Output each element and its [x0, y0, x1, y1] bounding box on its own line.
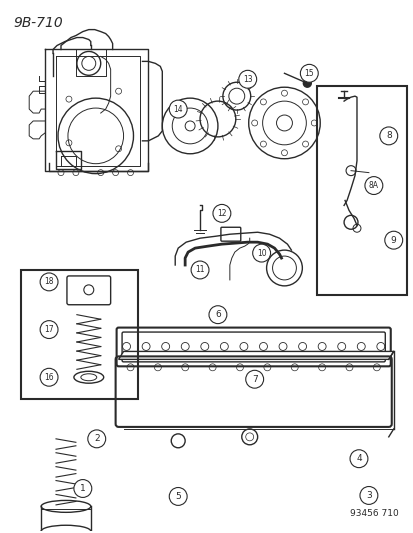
Text: 3: 3 [365, 491, 371, 500]
Circle shape [252, 244, 270, 262]
Circle shape [379, 127, 397, 145]
Bar [21, 270, 138, 399]
Text: 93456 710: 93456 710 [349, 510, 398, 518]
Polygon shape [118, 351, 393, 359]
Text: 8: 8 [385, 131, 391, 140]
Text: 12: 12 [217, 209, 226, 218]
Circle shape [300, 64, 318, 82]
Circle shape [40, 321, 58, 338]
Circle shape [169, 488, 187, 505]
Circle shape [209, 306, 226, 324]
Circle shape [245, 370, 263, 388]
Circle shape [384, 231, 402, 249]
Circle shape [238, 70, 256, 88]
Bar [316, 86, 406, 295]
Circle shape [88, 430, 105, 448]
Text: 10: 10 [256, 248, 266, 257]
Text: 15: 15 [304, 69, 313, 78]
Circle shape [212, 205, 230, 222]
Text: 5: 5 [175, 492, 180, 501]
Circle shape [191, 261, 209, 279]
Text: 9: 9 [390, 236, 396, 245]
Circle shape [364, 176, 382, 195]
Circle shape [40, 273, 58, 291]
Text: 18: 18 [44, 277, 54, 286]
Circle shape [40, 368, 58, 386]
Circle shape [349, 450, 367, 467]
Text: 8A: 8A [368, 181, 378, 190]
Circle shape [169, 100, 187, 118]
Text: 6: 6 [214, 310, 220, 319]
Text: 17: 17 [44, 325, 54, 334]
Text: 11: 11 [195, 265, 204, 274]
Text: 2: 2 [94, 434, 99, 443]
Circle shape [303, 79, 311, 87]
Circle shape [359, 487, 377, 504]
Text: 1: 1 [80, 484, 85, 493]
Text: 13: 13 [242, 75, 252, 84]
Text: 14: 14 [173, 104, 183, 114]
Text: 7: 7 [251, 375, 257, 384]
Text: 16: 16 [44, 373, 54, 382]
Text: 4: 4 [355, 454, 361, 463]
Circle shape [74, 480, 92, 497]
Text: 9B-710: 9B-710 [13, 15, 63, 30]
